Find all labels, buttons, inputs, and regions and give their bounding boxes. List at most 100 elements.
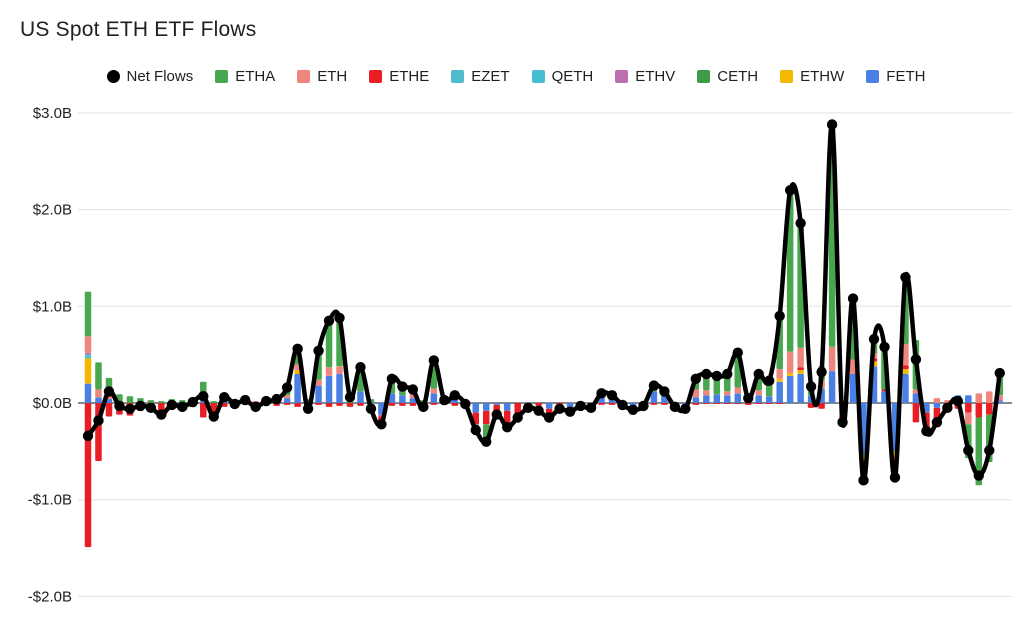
net-flows-point: [365, 403, 377, 415]
bar-segment-feth: [294, 373, 301, 403]
net-flows-point: [323, 315, 335, 327]
legend-item-ethw: ETHW: [780, 68, 844, 85]
net-flows-point: [543, 412, 555, 423]
series-swatch-icon: [866, 69, 880, 83]
bar-segment-ethe: [986, 403, 993, 415]
bar-segment-ethw: [797, 370, 804, 374]
bar-segment-feth: [325, 375, 333, 403]
bar-segment-feth: [797, 373, 804, 403]
net-flows-point: [942, 402, 953, 414]
bar-segment-feth: [503, 403, 511, 411]
bar-segment-feth: [734, 393, 742, 403]
net-flows-point: [910, 354, 922, 365]
bar-segment-ethe: [388, 403, 396, 406]
net-flows-point: [522, 402, 534, 414]
net-flows-point: [606, 390, 618, 401]
legend-item-feth: FETH: [866, 68, 925, 85]
bar-segment-ethe: [975, 403, 983, 418]
net-flows-point: [271, 393, 282, 405]
net-flows-point: [302, 403, 314, 415]
bar-segment-feth: [105, 399, 113, 403]
bar-segment-ethe: [105, 403, 113, 417]
net-flows-point: [502, 421, 513, 433]
bar-segment-ethe: [84, 403, 92, 548]
bar-segment-eth: [912, 389, 920, 394]
bar-segment-ethv: [84, 352, 92, 355]
bar-segment-eth: [986, 391, 993, 403]
bar-segment-ethe: [346, 403, 354, 407]
net-flows-point: [481, 436, 492, 447]
bar-segment-eth: [786, 351, 794, 374]
net-flows-point: [847, 293, 859, 304]
legend-item-ezet: EZET: [451, 68, 510, 85]
bar-segment-feth: [95, 397, 102, 403]
bar-segment-ethe: [818, 403, 825, 409]
bar-segment-eth: [797, 347, 804, 368]
bar-segment-feth: [912, 393, 920, 403]
net-flows-point: [470, 424, 481, 436]
bar-segment-eth: [692, 389, 700, 398]
net-flows-point: [166, 399, 178, 411]
bar-segment-eth: [724, 391, 731, 396]
net-flows-point: [795, 217, 806, 229]
net-flows-point: [145, 402, 157, 414]
series-swatch-icon: [297, 69, 311, 83]
bar-segment-ethe: [776, 403, 783, 404]
legend-label: ETHA: [235, 67, 276, 85]
net-flows-point: [114, 400, 125, 412]
bar-segment-feth: [336, 373, 343, 403]
net-flows-point: [386, 373, 398, 385]
legend-label: ETHE: [389, 67, 430, 85]
bar-segment-ethe: [912, 403, 920, 423]
bar-segment-ethe: [482, 410, 490, 425]
bar-segment-etha: [84, 291, 92, 337]
net-flows-point: [952, 395, 964, 407]
net-flows-point: [460, 398, 471, 410]
net-flows-point: [690, 373, 702, 385]
bar-segment-etha: [325, 316, 333, 368]
bar-segment-ethe: [451, 403, 459, 406]
net-flows-point: [418, 401, 429, 413]
net-flows-point: [135, 400, 146, 412]
bar-segment-eth: [95, 389, 102, 398]
bar-segment-ethw: [902, 369, 909, 374]
y-tick-label: $0.0B: [33, 395, 72, 412]
net-flows-point: [868, 333, 880, 345]
bar-segment-eth: [755, 390, 762, 396]
net-flows-point: [187, 396, 198, 408]
legend-label: ETH: [317, 67, 348, 85]
bar-segment-ethe: [797, 367, 804, 371]
net-flows-point: [596, 388, 607, 399]
bar-segment-ethw: [294, 370, 301, 374]
net-flows-point: [627, 404, 639, 415]
bar-segment-eth: [325, 367, 333, 376]
net-flows-point: [334, 312, 345, 324]
bar-segment-eth: [336, 366, 343, 374]
net-flows-point: [376, 419, 387, 430]
bar-segment-eth: [703, 390, 710, 396]
bar-segment-ethe: [650, 403, 658, 405]
net-flows-point: [355, 362, 366, 373]
bar-segment-etha: [147, 400, 155, 403]
net-flows-point: [617, 399, 628, 411]
bar-segment-etha: [786, 190, 794, 352]
legend-item-ethe: ETHE: [369, 68, 429, 85]
net-flows-point: [638, 400, 649, 412]
y-tick-label: $3.0B: [33, 105, 72, 122]
series-swatch-icon: [451, 69, 465, 83]
bar-segment-feth: [965, 395, 972, 403]
net-flows-point: [533, 405, 544, 416]
net-flows-point: [124, 403, 136, 415]
net-flows-point: [512, 412, 523, 423]
bar-segment-feth: [902, 373, 909, 403]
bar-segment-eth: [84, 336, 92, 353]
net-flows-point: [826, 119, 838, 130]
bar-segment-ethe: [336, 403, 343, 406]
net-flows-point: [428, 355, 440, 366]
bar-segment-feth: [315, 385, 322, 403]
legend-label: FETH: [886, 67, 926, 85]
bar-segment-ethe: [724, 403, 731, 404]
bar-segment-etha: [210, 401, 218, 403]
net-flows-point: [219, 391, 230, 403]
